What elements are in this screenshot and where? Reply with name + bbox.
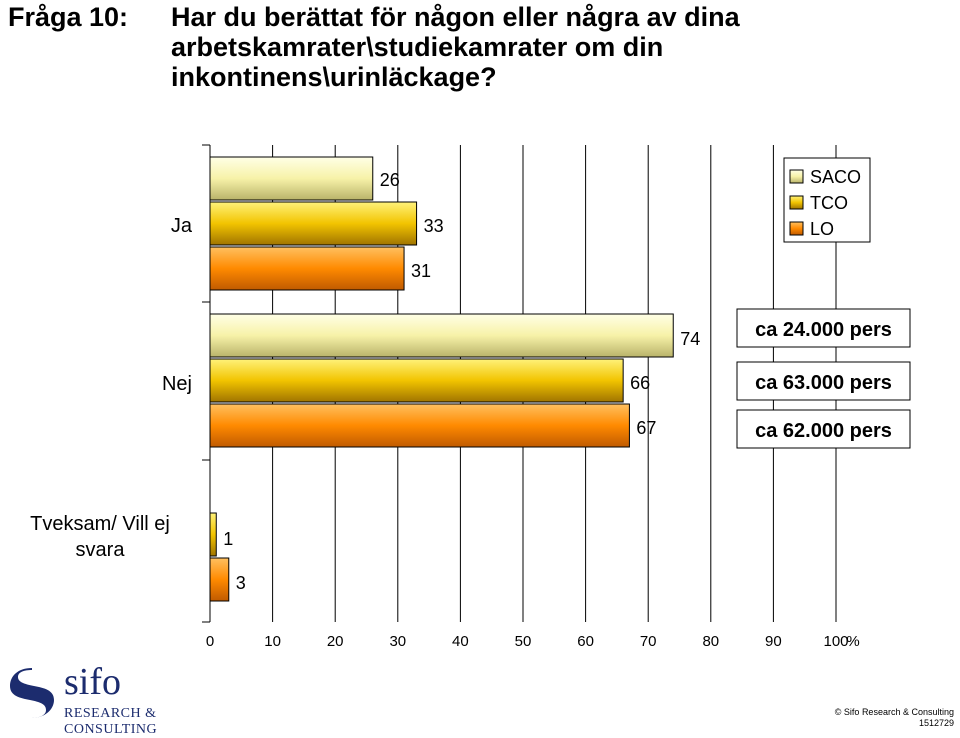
sifo-logo: sifo RESEARCH & CONSULTING: [4, 661, 244, 737]
x-tick-label: 20: [327, 633, 344, 650]
copyright-text: © Sifo Research & Consulting: [834, 707, 954, 717]
data-label: 3: [236, 573, 246, 593]
data-label: 67: [636, 418, 656, 438]
data-labels: 26 33 31 74 66 67 1 3: [223, 170, 700, 593]
data-label: 26: [380, 170, 400, 190]
question-text: Har du berättat för någon eller några av…: [171, 2, 740, 92]
x-tick-label: 10: [264, 633, 281, 650]
bar-lo: [209, 403, 630, 448]
bars: [209, 156, 674, 602]
annotation-text: ca 24.000 pers: [755, 319, 892, 341]
legend-entry: SACO: [810, 167, 861, 187]
logo-mark-icon: [10, 668, 54, 718]
annotations: ca 24.000 pers ca 63.000 pers ca 62.000 pe…: [736, 308, 911, 449]
x-tick-label: 0: [206, 633, 214, 650]
x-tick-label: 70: [640, 633, 657, 650]
category-label: Nej: [162, 373, 192, 395]
bar-saco: [209, 313, 674, 358]
annotation-text: ca 63.000 pers: [755, 372, 892, 394]
data-label: 66: [630, 373, 650, 393]
bar-lo: [209, 246, 405, 291]
x-tick-label: 80: [702, 633, 719, 650]
logo-word: sifo: [64, 661, 121, 703]
x-unit-label: %: [846, 633, 859, 650]
annotation-text: ca 62.000 pers: [755, 420, 892, 442]
legend-entry: TCO: [810, 193, 848, 213]
copyright: © Sifo Research & Consulting 1512729: [835, 707, 954, 729]
legend: SACO TCO LO: [783, 157, 871, 243]
legend-swatch-lo: [789, 221, 804, 236]
bar-lo: [209, 557, 230, 602]
x-tick-label: 60: [577, 633, 594, 650]
bar-tco: [209, 358, 624, 403]
data-label: 33: [424, 216, 444, 236]
doc-number: 1512729: [918, 718, 954, 728]
legend-swatch-tco: [789, 195, 804, 210]
x-tick-label: 40: [452, 633, 469, 650]
legend-swatch-saco: [789, 169, 804, 184]
logo-subtitle: RESEARCH & CONSULTING: [64, 706, 158, 737]
bar-tco: [209, 512, 217, 557]
category-label: Tveksam/ Vill ej svara: [30, 513, 170, 561]
data-label: 1: [223, 529, 233, 549]
axes: [202, 144, 211, 623]
bar-tco: [209, 201, 418, 246]
question-number: Fråga 10:: [8, 2, 129, 32]
x-tick-label: 30: [389, 633, 406, 650]
tick-labels: 0 10 20 30 40 50 60 70 80 90 100%: [206, 633, 860, 650]
legend-entry: LO: [810, 219, 834, 239]
category-label: Ja: [171, 215, 193, 237]
annotation-box: [736, 409, 911, 449]
data-label: 74: [680, 329, 700, 349]
category-labels: Ja Nej Tveksam/ Vill ej svara: [30, 215, 193, 561]
annotation-box: [736, 308, 911, 348]
x-tick-label: 100: [823, 633, 848, 650]
data-label: 31: [411, 261, 431, 281]
x-tick-label: 50: [515, 633, 532, 650]
bar-saco: [209, 156, 374, 201]
x-tick-label: 90: [765, 633, 782, 650]
annotation-box: [736, 361, 911, 401]
